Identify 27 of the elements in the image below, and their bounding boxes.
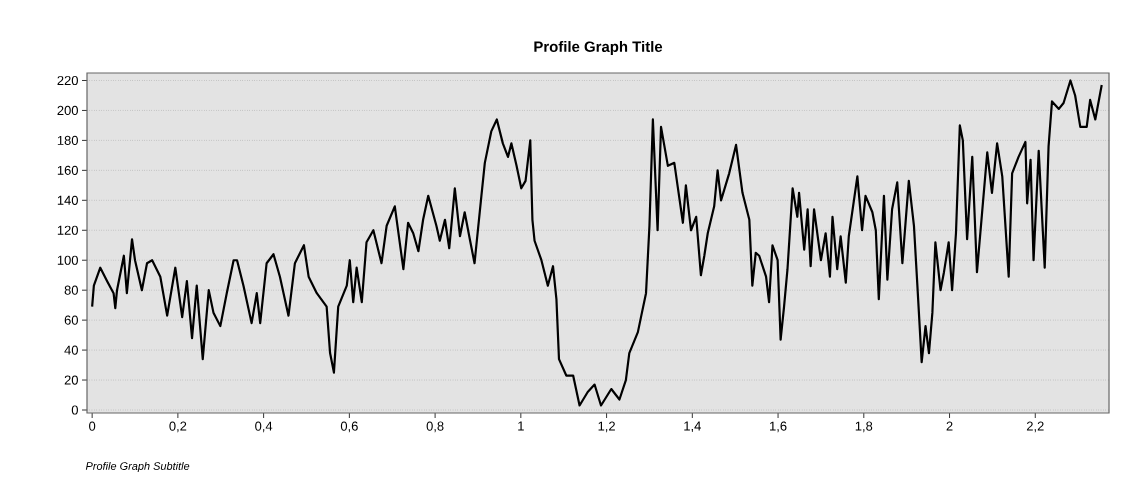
x-tick-label: 0,4 bbox=[255, 421, 273, 433]
y-tick-label: 120 bbox=[57, 225, 78, 235]
x-tick-label: 1 bbox=[518, 421, 524, 431]
y-tick-label: 220 bbox=[57, 75, 78, 86]
x-tick-label: 1,2 bbox=[598, 421, 615, 433]
y-tick-label: 0 bbox=[71, 405, 78, 415]
x-tick-label: 0,6 bbox=[340, 421, 358, 433]
y-tick-label: 40 bbox=[64, 345, 78, 355]
x-tick-label: 1,6 bbox=[770, 421, 787, 433]
x-tick-label: 0,2 bbox=[169, 421, 187, 433]
y-tick-label: 180 bbox=[57, 135, 78, 145]
chart-title: Profile Graph Title bbox=[534, 41, 663, 55]
y-tick-label: 60 bbox=[64, 315, 78, 325]
x-tick-label: 1,8 bbox=[855, 421, 873, 433]
x-tick-label: 0,8 bbox=[426, 421, 444, 433]
line-series bbox=[91, 79, 1103, 407]
text: Profile Graph Subtitle bbox=[85, 461, 190, 473]
x-tick-label: 2,2 bbox=[1026, 421, 1044, 433]
y-tick-label: 20 bbox=[64, 375, 78, 385]
x-tick-label: 0 bbox=[89, 421, 96, 431]
y-tick-label: 100 bbox=[57, 255, 78, 265]
x-tick-label: 1,4 bbox=[684, 421, 701, 433]
y-tick-label: 80 bbox=[64, 285, 78, 295]
y-tick-label: 140 bbox=[57, 195, 78, 205]
y-tick-label: 160 bbox=[57, 165, 78, 175]
y-tick-label: 200 bbox=[57, 105, 78, 116]
x-tick-label: 2 bbox=[946, 421, 953, 431]
